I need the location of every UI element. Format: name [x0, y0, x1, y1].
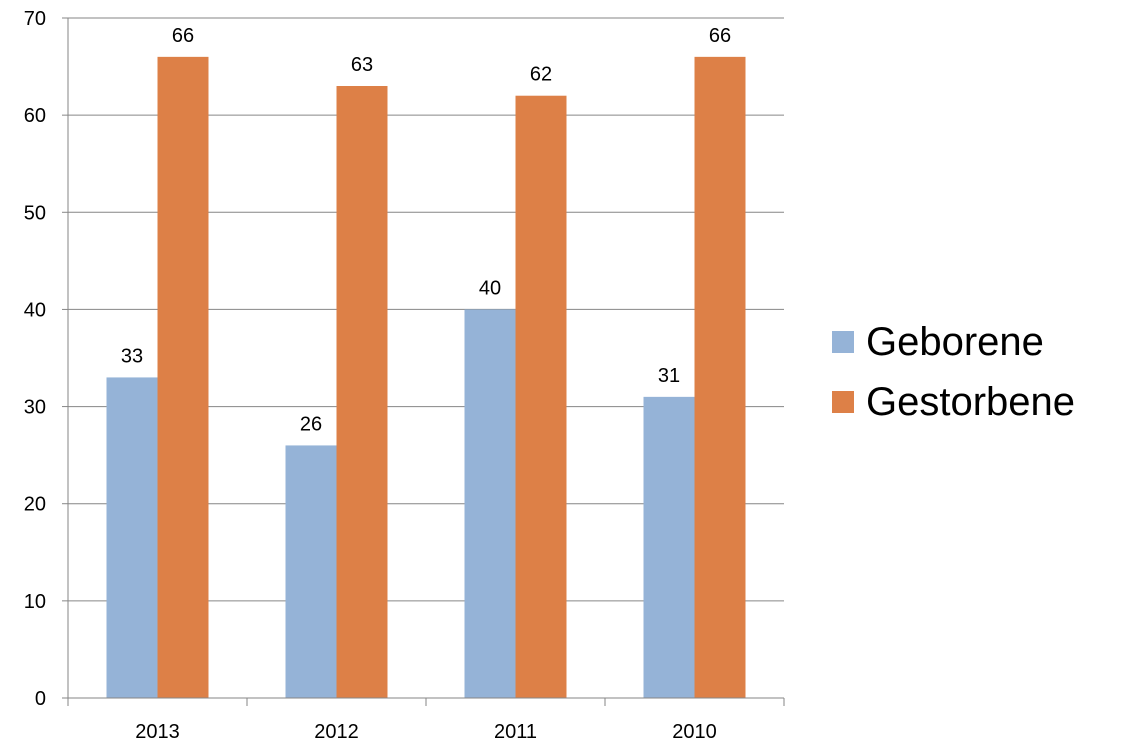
y-tick-label-30: 30 — [24, 397, 46, 419]
x-tick-label-2011: 2011 — [494, 721, 537, 743]
bar-gestorbene-2011 — [515, 95, 567, 698]
data-label-geborene-2013: 33 — [121, 345, 143, 367]
data-label-gestorbene-2012: 63 — [351, 54, 373, 76]
x-tick-label-2013: 2013 — [135, 721, 180, 743]
data-label-geborene-2012: 26 — [300, 413, 322, 435]
data-label-gestorbene-2010: 66 — [709, 25, 731, 47]
legend: Geborene Gestorbene — [832, 312, 1075, 432]
y-tick-label-50: 50 — [24, 202, 46, 224]
y-tick-label-60: 60 — [24, 105, 46, 127]
legend-label-geborene: Geborene — [866, 319, 1044, 364]
y-tick-label-40: 40 — [24, 299, 46, 321]
bar-geborene-2012 — [285, 445, 337, 698]
y-tick-label-0: 0 — [35, 688, 46, 710]
data-label-gestorbene-2013: 66 — [172, 25, 194, 47]
data-label-gestorbene-2011: 62 — [530, 64, 552, 86]
data-labels: 33 66 26 63 40 62 31 66 — [121, 25, 731, 436]
bar-geborene-2013 — [106, 377, 158, 698]
bar-geborene-2010 — [643, 396, 695, 698]
y-tick-label-70: 70 — [24, 8, 46, 30]
y-tick-label-20: 20 — [24, 494, 46, 516]
legend-label-gestorbene: Gestorbene — [866, 379, 1076, 424]
axes — [62, 17, 785, 706]
bars — [106, 56, 746, 699]
legend-item-gestorbene: Gestorbene — [832, 372, 1075, 432]
x-tick-label-2010: 2010 — [672, 721, 717, 743]
data-label-geborene-2010: 31 — [658, 365, 680, 387]
bar-geborene-2011 — [464, 309, 516, 698]
legend-swatch-geborene — [832, 331, 854, 353]
bar-gestorbene-2013 — [157, 56, 209, 699]
x-axis-tick-labels: 2013 2012 2011 2010 — [135, 721, 717, 743]
y-tick-label-10: 10 — [24, 591, 46, 613]
legend-item-geborene: Geborene — [832, 312, 1075, 372]
y-axis-tick-labels: 0 10 20 30 40 50 60 70 — [24, 8, 46, 710]
x-tick-label-2012: 2012 — [314, 721, 359, 743]
data-label-geborene-2011: 40 — [479, 277, 501, 299]
bar-gestorbene-2010 — [694, 56, 746, 699]
legend-swatch-gestorbene — [832, 391, 854, 413]
bar-gestorbene-2012 — [336, 86, 388, 698]
